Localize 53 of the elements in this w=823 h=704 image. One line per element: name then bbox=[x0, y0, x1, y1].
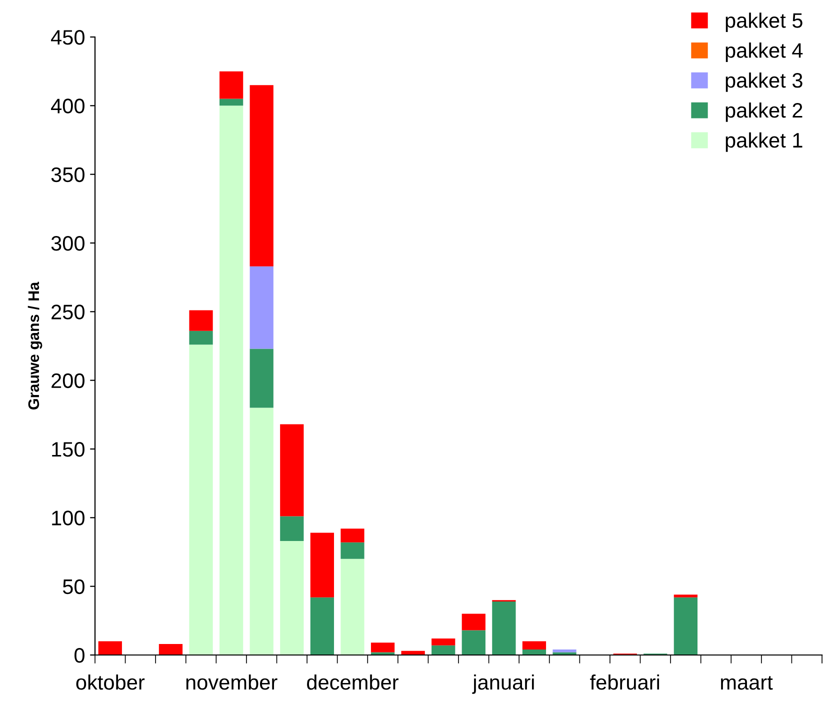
bar bbox=[340, 528, 364, 542]
y-tick-label: 300 bbox=[51, 236, 84, 251]
bar bbox=[462, 630, 486, 655]
bar bbox=[250, 266, 274, 349]
bar bbox=[189, 330, 213, 345]
bar bbox=[280, 424, 304, 516]
x-tick-label: oktober bbox=[76, 674, 145, 690]
bar bbox=[250, 408, 274, 655]
bar bbox=[522, 641, 546, 650]
y-tick-label: 400 bbox=[51, 98, 84, 114]
x-tick-label: februari bbox=[590, 674, 660, 690]
bar bbox=[492, 601, 516, 655]
y-axis-title: Grauwe gans / Ha bbox=[28, 282, 42, 410]
y-tick-label: 150 bbox=[52, 442, 84, 457]
bar bbox=[98, 641, 122, 655]
bar bbox=[220, 98, 244, 106]
bar bbox=[310, 532, 334, 598]
bar bbox=[522, 650, 546, 655]
legend-label: pakket 5 bbox=[726, 12, 802, 32]
legend-label: pakket 1 bbox=[726, 132, 802, 152]
y-tick-label: 450 bbox=[51, 30, 84, 45]
y-tick-label: 350 bbox=[51, 167, 84, 182]
bar bbox=[310, 597, 334, 655]
bar bbox=[340, 558, 364, 655]
bar bbox=[462, 614, 486, 630]
bar bbox=[552, 650, 576, 652]
legend-label: pakket 2 bbox=[726, 102, 802, 122]
bar bbox=[250, 348, 274, 408]
bar bbox=[674, 594, 698, 598]
bar bbox=[432, 638, 456, 646]
bar bbox=[340, 542, 364, 559]
bar bbox=[432, 645, 456, 655]
bar bbox=[189, 344, 213, 655]
bar bbox=[220, 71, 244, 99]
y-tick-label: 250 bbox=[52, 304, 84, 320]
x-tick-label: maart bbox=[721, 676, 773, 690]
bar bbox=[280, 541, 304, 655]
y-tick-label: 0 bbox=[74, 648, 84, 663]
bar bbox=[370, 642, 395, 652]
bar bbox=[250, 85, 274, 266]
x-tick-label: november bbox=[186, 674, 278, 690]
bar bbox=[280, 516, 304, 542]
bar bbox=[158, 644, 183, 655]
legend-label: pakket 4 bbox=[726, 42, 803, 62]
bar bbox=[189, 310, 213, 331]
y-tick-label: 50 bbox=[62, 579, 84, 594]
legend-label: pakket 3 bbox=[726, 72, 802, 92]
x-tick-label: december bbox=[307, 674, 398, 690]
x-tick-label: januari bbox=[472, 674, 534, 694]
y-tick-label: 100 bbox=[52, 510, 84, 526]
bar bbox=[674, 597, 698, 655]
bar bbox=[220, 106, 244, 655]
y-tick-label: 200 bbox=[52, 373, 84, 388]
